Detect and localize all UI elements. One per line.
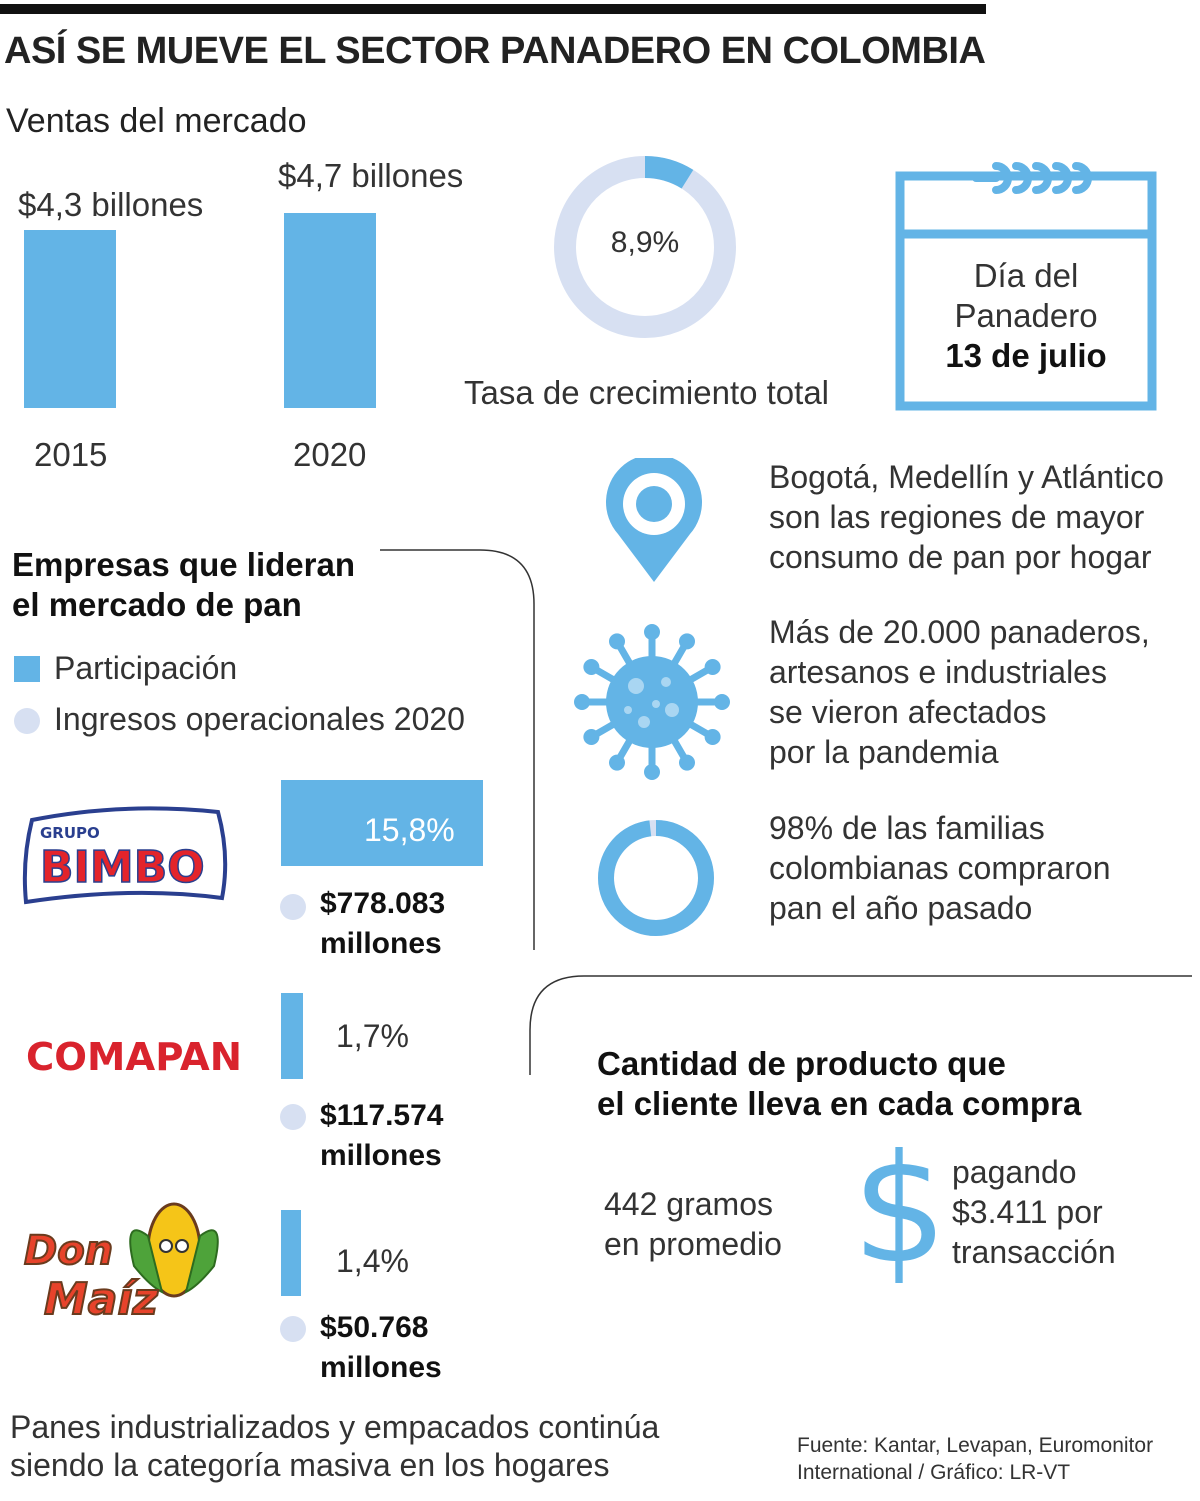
donmaiz-logo-word-a: Don [24, 1228, 113, 1274]
calendar-text: Día del Panadero 13 de julio [900, 256, 1152, 376]
purchase-payment-line: pagando [952, 1154, 1077, 1190]
purchase-payment-line: transacción [952, 1234, 1116, 1270]
share-bar-bimbo [281, 780, 483, 866]
fact-families-line: pan el año pasado [769, 890, 1033, 926]
fact-families: 98% de las familias colombianas compraro… [769, 808, 1111, 928]
leaders-heading-line: el mercado de pan [12, 586, 302, 623]
calendar-line2: Panadero [954, 297, 1098, 334]
share-bar-donmaiz [281, 1210, 301, 1296]
footer-source: Fuente: Kantar, Levapan, Euromonitor Int… [797, 1432, 1153, 1486]
calendar-line1: Día del [973, 257, 1079, 294]
year-2015: 2015 [34, 436, 108, 473]
leaders-heading-line: Empresas que lideran [12, 546, 355, 583]
fact-regions: Bogotá, Medellín y Atlántico son las reg… [769, 457, 1164, 577]
revenue-bimbo-unit: millones [320, 927, 442, 960]
bar-label-2020: $4,7 billones [278, 157, 464, 194]
purchase-heading-line: Cantidad de producto que [597, 1045, 1006, 1082]
market-sales-heading: Ventas del mercado [6, 102, 307, 140]
purchase-payment-line: $3.411 por [952, 1194, 1103, 1230]
growth-caption: Tasa de crecimiento total [464, 374, 830, 411]
revenue-donmaiz-unit: millones [320, 1351, 442, 1384]
top-rule [0, 4, 986, 14]
legend-share-swatch [14, 656, 40, 682]
revenue-bimbo: $778.083 millones [320, 884, 445, 964]
revenue-comapan-value: $117.574 [320, 1099, 444, 1132]
calendar-date: 13 de julio [945, 337, 1107, 374]
revenue-comapan: $117.574 millones [320, 1096, 443, 1176]
bar-2015 [24, 230, 116, 408]
bimbo-logo-top: GRUPO [40, 824, 100, 842]
dollar-icon: $ [852, 1123, 948, 1297]
share-label-donmaiz: 1,4% [336, 1243, 409, 1279]
families-donut [598, 820, 714, 936]
growth-donut [554, 156, 736, 338]
location-pin-icon [606, 458, 702, 582]
legend-revenue-swatch [14, 708, 40, 734]
share-label-bimbo: 15,8% [364, 812, 455, 848]
fact-pandemic-line: artesanos e industriales [769, 654, 1107, 690]
purchase-grams-line: en promedio [604, 1226, 782, 1262]
share-label-comapan: 1,7% [336, 1018, 409, 1054]
purchase-payment: pagando $3.411 por transacción [952, 1152, 1116, 1272]
revenue-dot-donmaiz [280, 1316, 306, 1342]
footer-source-line: Fuente: Kantar, Levapan, Euromonitor [797, 1434, 1154, 1457]
footer-note-line: Panes industrializados y empacados conti… [10, 1409, 660, 1445]
virus-icon [574, 624, 730, 780]
fact-pandemic-line: se vieron afectados [769, 694, 1047, 730]
bar-2020 [284, 213, 376, 408]
purchase-heading: Cantidad de producto que el cliente llev… [597, 1044, 1081, 1124]
donmaiz-logo-word-b: Maíz [44, 1274, 159, 1325]
share-bar-comapan [281, 993, 303, 1079]
fact-regions-line: consumo de pan por hogar [769, 539, 1152, 575]
fact-pandemic-line: Más de 20.000 panaderos, [769, 614, 1150, 650]
revenue-donmaiz-value: $50.768 [320, 1311, 429, 1344]
legend-share-label: Participación [54, 650, 238, 686]
purchase-grams: 442 gramos en promedio [604, 1184, 782, 1264]
families-donut-arc [598, 820, 714, 936]
bimbo-logo-word: BIMBO [40, 842, 205, 893]
calendar-icon [895, 162, 1157, 411]
fact-families-line: colombianas compraron [769, 850, 1111, 886]
revenue-donmaiz: $50.768 millones [320, 1308, 442, 1388]
comapan-logo: COMAPAN [26, 1035, 242, 1078]
legend-revenue-label: Ingresos operacionales 2020 [54, 701, 465, 737]
growth-value: 8,9% [610, 226, 680, 259]
year-2020: 2020 [293, 436, 367, 473]
fact-pandemic-line: por la pandemia [769, 734, 999, 770]
purchase-grams-line: 442 gramos [604, 1186, 773, 1222]
purchase-heading-line: el cliente lleva en cada compra [597, 1085, 1082, 1122]
bar-label-2015: $4,3 billones [18, 186, 204, 223]
revenue-bimbo-value: $778.083 [320, 887, 446, 920]
fact-families-line: 98% de las familias [769, 810, 1045, 846]
growth-donut-arc [554, 156, 736, 338]
footer-note: Panes industrializados y empacados conti… [10, 1408, 659, 1484]
fact-pandemic: Más de 20.000 panaderos, artesanos e ind… [769, 612, 1150, 772]
page-title: ASÍ SE MUEVE EL SECTOR PANADERO EN COLOM… [4, 30, 986, 72]
bimbo-logo: GRUPO BIMBO [22, 806, 228, 905]
fact-regions-line: son las regiones de mayor [769, 499, 1145, 535]
leaders-heading: Empresas que lideran el mercado de pan [12, 545, 355, 625]
footer-source-line: International / Gráfico: LR-VT [797, 1461, 1071, 1484]
revenue-dot-bimbo [280, 894, 306, 920]
fact-regions-line: Bogotá, Medellín y Atlántico [769, 459, 1164, 495]
revenue-dot-comapan [280, 1104, 306, 1130]
revenue-comapan-unit: millones [320, 1139, 442, 1172]
donmaiz-logo: Don Maíz [23, 1202, 219, 1326]
footer-note-line: siendo la categoría masiva en los hogare… [10, 1447, 610, 1483]
comapan-logo-word: COMAPAN [26, 1035, 242, 1078]
